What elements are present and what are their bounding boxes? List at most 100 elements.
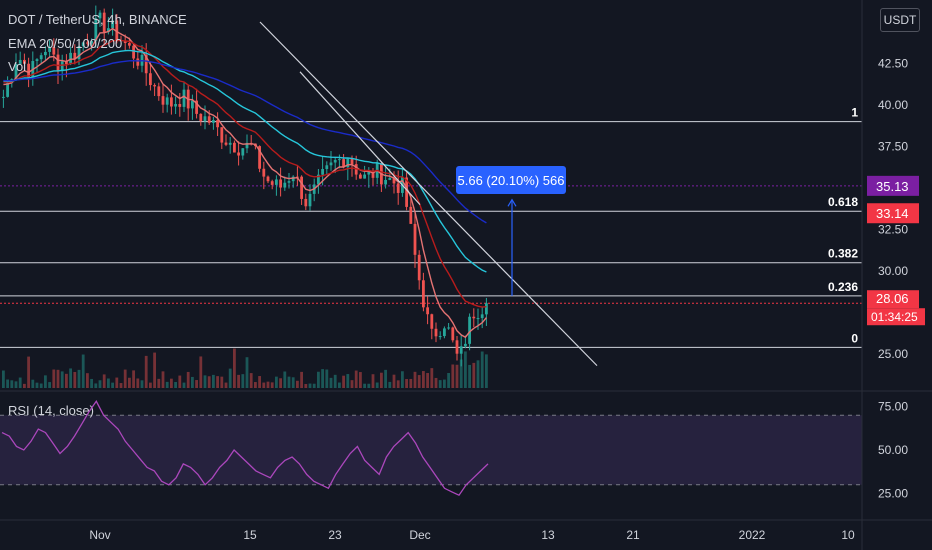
candle-body xyxy=(165,97,169,105)
volume-bar xyxy=(333,374,337,388)
currency-selector[interactable]: USDT xyxy=(880,8,920,32)
volume-bar xyxy=(384,369,387,388)
price-tag-bg xyxy=(867,175,919,196)
volume-bar xyxy=(119,383,123,388)
candle-body xyxy=(60,61,64,72)
measure-label-box xyxy=(456,166,566,194)
volume-bar xyxy=(254,382,257,388)
candle-body xyxy=(464,343,467,347)
candle-body xyxy=(409,206,413,224)
fib-level-label: 0.382 xyxy=(828,247,858,261)
rsi-band xyxy=(0,415,862,485)
volume-bar xyxy=(149,382,152,388)
volume-bar xyxy=(346,374,350,388)
candle-body xyxy=(6,82,9,97)
candle-body xyxy=(228,142,232,145)
candle-body xyxy=(35,59,39,62)
volume-bar xyxy=(140,380,144,388)
volume-bar xyxy=(195,380,198,388)
candle-body xyxy=(413,223,417,255)
candle-body xyxy=(459,346,463,354)
candle-body xyxy=(443,328,446,337)
ema-200-line xyxy=(3,59,487,224)
volume-bar xyxy=(472,362,476,388)
candle-body xyxy=(245,142,249,149)
volume-bar xyxy=(304,383,308,388)
volume-legend[interactable]: Vol xyxy=(8,59,27,74)
volume-bar xyxy=(6,379,9,388)
symbol-title[interactable]: DOT / TetherUS, 4h, BINANCE xyxy=(8,12,187,27)
candle-body xyxy=(153,85,156,87)
rsi-pane: RSI (14, close) xyxy=(0,400,862,497)
fib-level-label: 0 xyxy=(851,331,858,345)
measure-tool: 5.66 (20.10%) 566 xyxy=(456,166,566,296)
volume-bar xyxy=(203,375,207,388)
volume-bar xyxy=(65,373,68,388)
candle-body xyxy=(308,193,312,207)
fib-level-label: 0.236 xyxy=(828,280,858,294)
price-tags: 35.13 33.14 28.06 01:34:25 xyxy=(867,175,925,326)
volume-bar xyxy=(94,383,98,388)
volume-bar xyxy=(199,356,203,388)
candle-body xyxy=(149,73,152,86)
candle-body xyxy=(325,165,329,170)
volume-bar xyxy=(48,382,51,388)
candle-body xyxy=(317,174,320,185)
volume-bar xyxy=(363,383,366,388)
candle-body xyxy=(338,159,341,161)
candle-body xyxy=(426,307,429,315)
volume-bar xyxy=(207,376,211,388)
candle-body xyxy=(207,116,211,123)
time-tick: 2022 xyxy=(739,528,766,542)
candle-body xyxy=(157,86,161,97)
volume-bar xyxy=(279,378,282,388)
price-tick: 25.00 xyxy=(878,347,908,361)
candle-body xyxy=(447,327,450,329)
volume-bar xyxy=(312,383,316,388)
volume-bar xyxy=(81,354,85,388)
ema-lines xyxy=(3,27,487,339)
volume-bar xyxy=(396,380,400,388)
candle-body xyxy=(52,47,56,55)
volume-bar xyxy=(44,375,47,388)
trendline xyxy=(259,21,598,367)
volume-bar xyxy=(220,376,224,388)
candle-body xyxy=(430,314,434,329)
price-tick: 42.50 xyxy=(878,57,908,71)
candle-body xyxy=(262,168,266,177)
price-tag-bg xyxy=(867,203,919,224)
candle-body xyxy=(333,159,337,163)
time-tick: 21 xyxy=(626,528,640,542)
ema-legend[interactable]: EMA 20/50/100/200 xyxy=(8,36,123,51)
volume-bar xyxy=(111,382,114,388)
volume-bars xyxy=(2,348,488,388)
volume-bar xyxy=(39,383,43,388)
candle-body xyxy=(94,18,98,42)
candle-body xyxy=(266,176,270,182)
volume-bar xyxy=(86,373,89,388)
volume-bar xyxy=(325,369,329,388)
rsi-line xyxy=(1,400,489,497)
candle-body xyxy=(270,181,274,185)
candle-body xyxy=(178,104,182,107)
candle-body xyxy=(182,89,186,107)
volume-bar xyxy=(212,374,215,388)
volume-bar xyxy=(233,348,236,388)
countdown-tag-bg xyxy=(867,308,925,326)
volume-bar xyxy=(102,374,106,388)
candle-body xyxy=(476,318,480,320)
candle-body xyxy=(102,12,106,33)
fib-level-label: 0.618 xyxy=(828,195,858,209)
candle-body xyxy=(283,182,287,188)
candle-body xyxy=(346,158,350,168)
volume-bar xyxy=(14,381,18,388)
rsi-tick: 25.00 xyxy=(878,487,908,501)
candle-body xyxy=(304,198,308,207)
candle-body xyxy=(241,148,245,156)
candle-body xyxy=(115,20,119,41)
volume-bar xyxy=(430,368,434,388)
volume-bar xyxy=(56,369,60,388)
volume-bar xyxy=(128,377,131,388)
volume-bar xyxy=(245,357,249,388)
